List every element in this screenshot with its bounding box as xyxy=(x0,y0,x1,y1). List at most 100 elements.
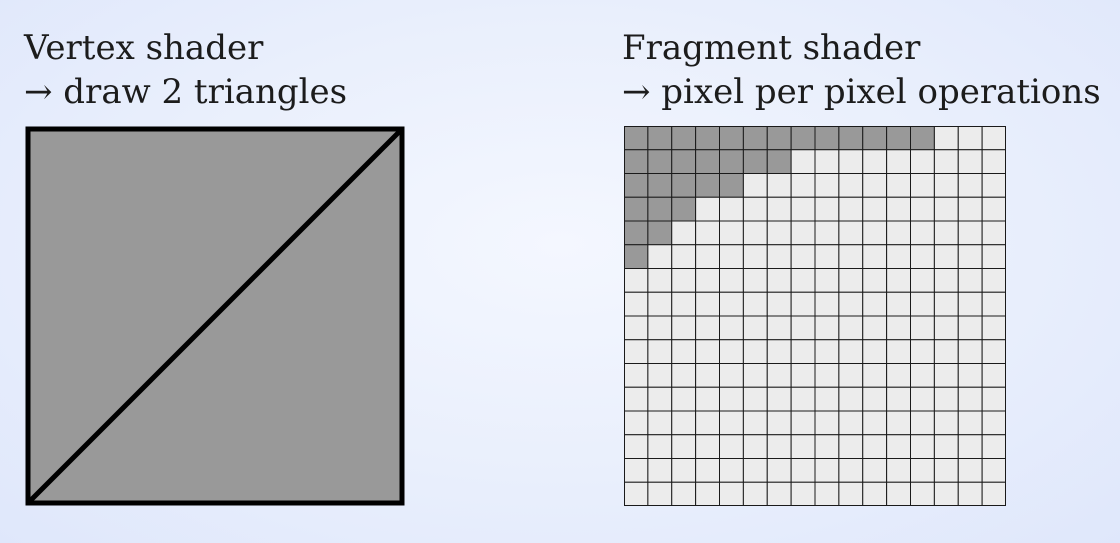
pixel-cell-light xyxy=(671,291,697,317)
pixel-cell-light xyxy=(933,434,959,459)
pixel-cell-light xyxy=(766,481,792,506)
pixel-cell-dark xyxy=(624,126,649,151)
pixel-cell-light xyxy=(814,339,840,364)
pixel-cell-light xyxy=(790,386,816,412)
pixel-cell-light xyxy=(766,315,792,341)
pixel-cell-light xyxy=(838,149,864,174)
pixel-cell-light xyxy=(742,434,768,459)
pixel-cell-light xyxy=(790,339,816,364)
pixel-cell-light xyxy=(719,339,744,364)
pixel-cell-light xyxy=(838,244,864,269)
pixel-cell-light xyxy=(886,268,912,293)
pixel-cell-light xyxy=(886,410,912,436)
pixel-cell-light xyxy=(814,481,840,506)
pixel-cell-light xyxy=(933,173,959,198)
pixel-cell-light xyxy=(838,458,864,483)
pixel-cell-light xyxy=(933,315,959,341)
pixel-cell-light xyxy=(671,339,697,364)
pixel-cell-light xyxy=(910,434,935,459)
pixel-cell-dark xyxy=(624,149,649,174)
pixel-cell-dark xyxy=(886,126,912,151)
pixel-cell-light xyxy=(886,458,912,483)
pixel-cell-dark xyxy=(742,126,768,151)
pixel-cell-light xyxy=(719,410,744,436)
pixel-cell-light xyxy=(814,458,840,483)
pixel-cell-light xyxy=(814,173,840,198)
pixel-cell-light xyxy=(719,220,744,246)
pixel-cell-light xyxy=(981,268,1006,293)
pixel-cell-light xyxy=(838,196,864,222)
pixel-cell-light xyxy=(719,315,744,341)
pixel-cell-light xyxy=(838,173,864,198)
pixel-cell-light xyxy=(910,386,935,412)
pixel-cell-light xyxy=(814,434,840,459)
pixel-cell-light xyxy=(742,339,768,364)
pixel-cell-light xyxy=(886,434,912,459)
pixel-cell-dark xyxy=(766,149,792,174)
pixel-cell-light xyxy=(910,244,935,269)
pixel-cell-light xyxy=(790,481,816,506)
pixel-cell-light xyxy=(671,244,697,269)
pixel-cell-light xyxy=(695,268,721,293)
pixel-cell-light xyxy=(862,196,888,222)
pixel-cell-light xyxy=(742,268,768,293)
pixel-cell-light xyxy=(886,386,912,412)
pixel-cell-light xyxy=(862,339,888,364)
pixel-cell-light xyxy=(862,386,888,412)
pixel-cell-light xyxy=(742,196,768,222)
pixel-cell-light xyxy=(886,291,912,317)
pixel-cell-dark xyxy=(624,173,649,198)
pixel-cell-light xyxy=(933,244,959,269)
pixel-cell-light xyxy=(624,339,649,364)
pixel-cell-light xyxy=(862,315,888,341)
pixel-cell-light xyxy=(957,410,983,436)
pixel-cell-light xyxy=(886,315,912,341)
pixel-cell-light xyxy=(742,220,768,246)
pixel-cell-light xyxy=(766,244,792,269)
pixel-cell-light xyxy=(766,386,792,412)
pixel-cell-light xyxy=(862,363,888,388)
pixel-cell-light xyxy=(886,339,912,364)
pixel-cell-light xyxy=(719,196,744,222)
quad-outline xyxy=(25,126,405,506)
pixel-cell-dark xyxy=(624,220,649,246)
pixel-cell-light xyxy=(647,315,673,341)
pixel-cell-light xyxy=(981,315,1006,341)
pixel-cell-light xyxy=(766,291,792,317)
pixel-cell-light xyxy=(647,363,673,388)
pixel-cell-light xyxy=(742,291,768,317)
pixel-cell-dark xyxy=(695,173,721,198)
pixel-cell-light xyxy=(910,363,935,388)
pixel-cell-light xyxy=(742,315,768,341)
pixel-cell-light xyxy=(695,363,721,388)
pixel-cell-light xyxy=(671,268,697,293)
pixel-cell-light xyxy=(766,220,792,246)
pixel-cell-dark xyxy=(910,126,935,151)
pixel-cell-light xyxy=(766,434,792,459)
pixel-cell-dark xyxy=(647,196,673,222)
pixel-cell-light xyxy=(790,410,816,436)
pixel-cell-light xyxy=(910,173,935,198)
pixel-cell-light xyxy=(886,149,912,174)
pixel-cell-light xyxy=(647,268,673,293)
pixel-cell-dark xyxy=(742,149,768,174)
pixel-cell-light xyxy=(862,291,888,317)
pixel-cell-dark xyxy=(862,126,888,151)
pixel-cell-light xyxy=(933,149,959,174)
pixel-cell-light xyxy=(886,481,912,506)
pixel-cell-light xyxy=(981,173,1006,198)
pixel-cell-light xyxy=(981,149,1006,174)
pixel-cell-light xyxy=(647,481,673,506)
pixel-cell-dark xyxy=(719,173,744,198)
pixel-cell-light xyxy=(766,196,792,222)
pixel-cell-light xyxy=(790,220,816,246)
pixel-cell-light xyxy=(719,386,744,412)
pixel-cell-light xyxy=(838,339,864,364)
pixel-cell-light xyxy=(766,458,792,483)
pixel-cell-light xyxy=(981,410,1006,436)
pixel-cell-light xyxy=(862,458,888,483)
pixel-cell-light xyxy=(671,363,697,388)
pixel-cell-dark xyxy=(814,126,840,151)
pixel-cell-light xyxy=(624,481,649,506)
vertex-shader-caption: Vertex shader → draw 2 triangles xyxy=(24,26,347,114)
